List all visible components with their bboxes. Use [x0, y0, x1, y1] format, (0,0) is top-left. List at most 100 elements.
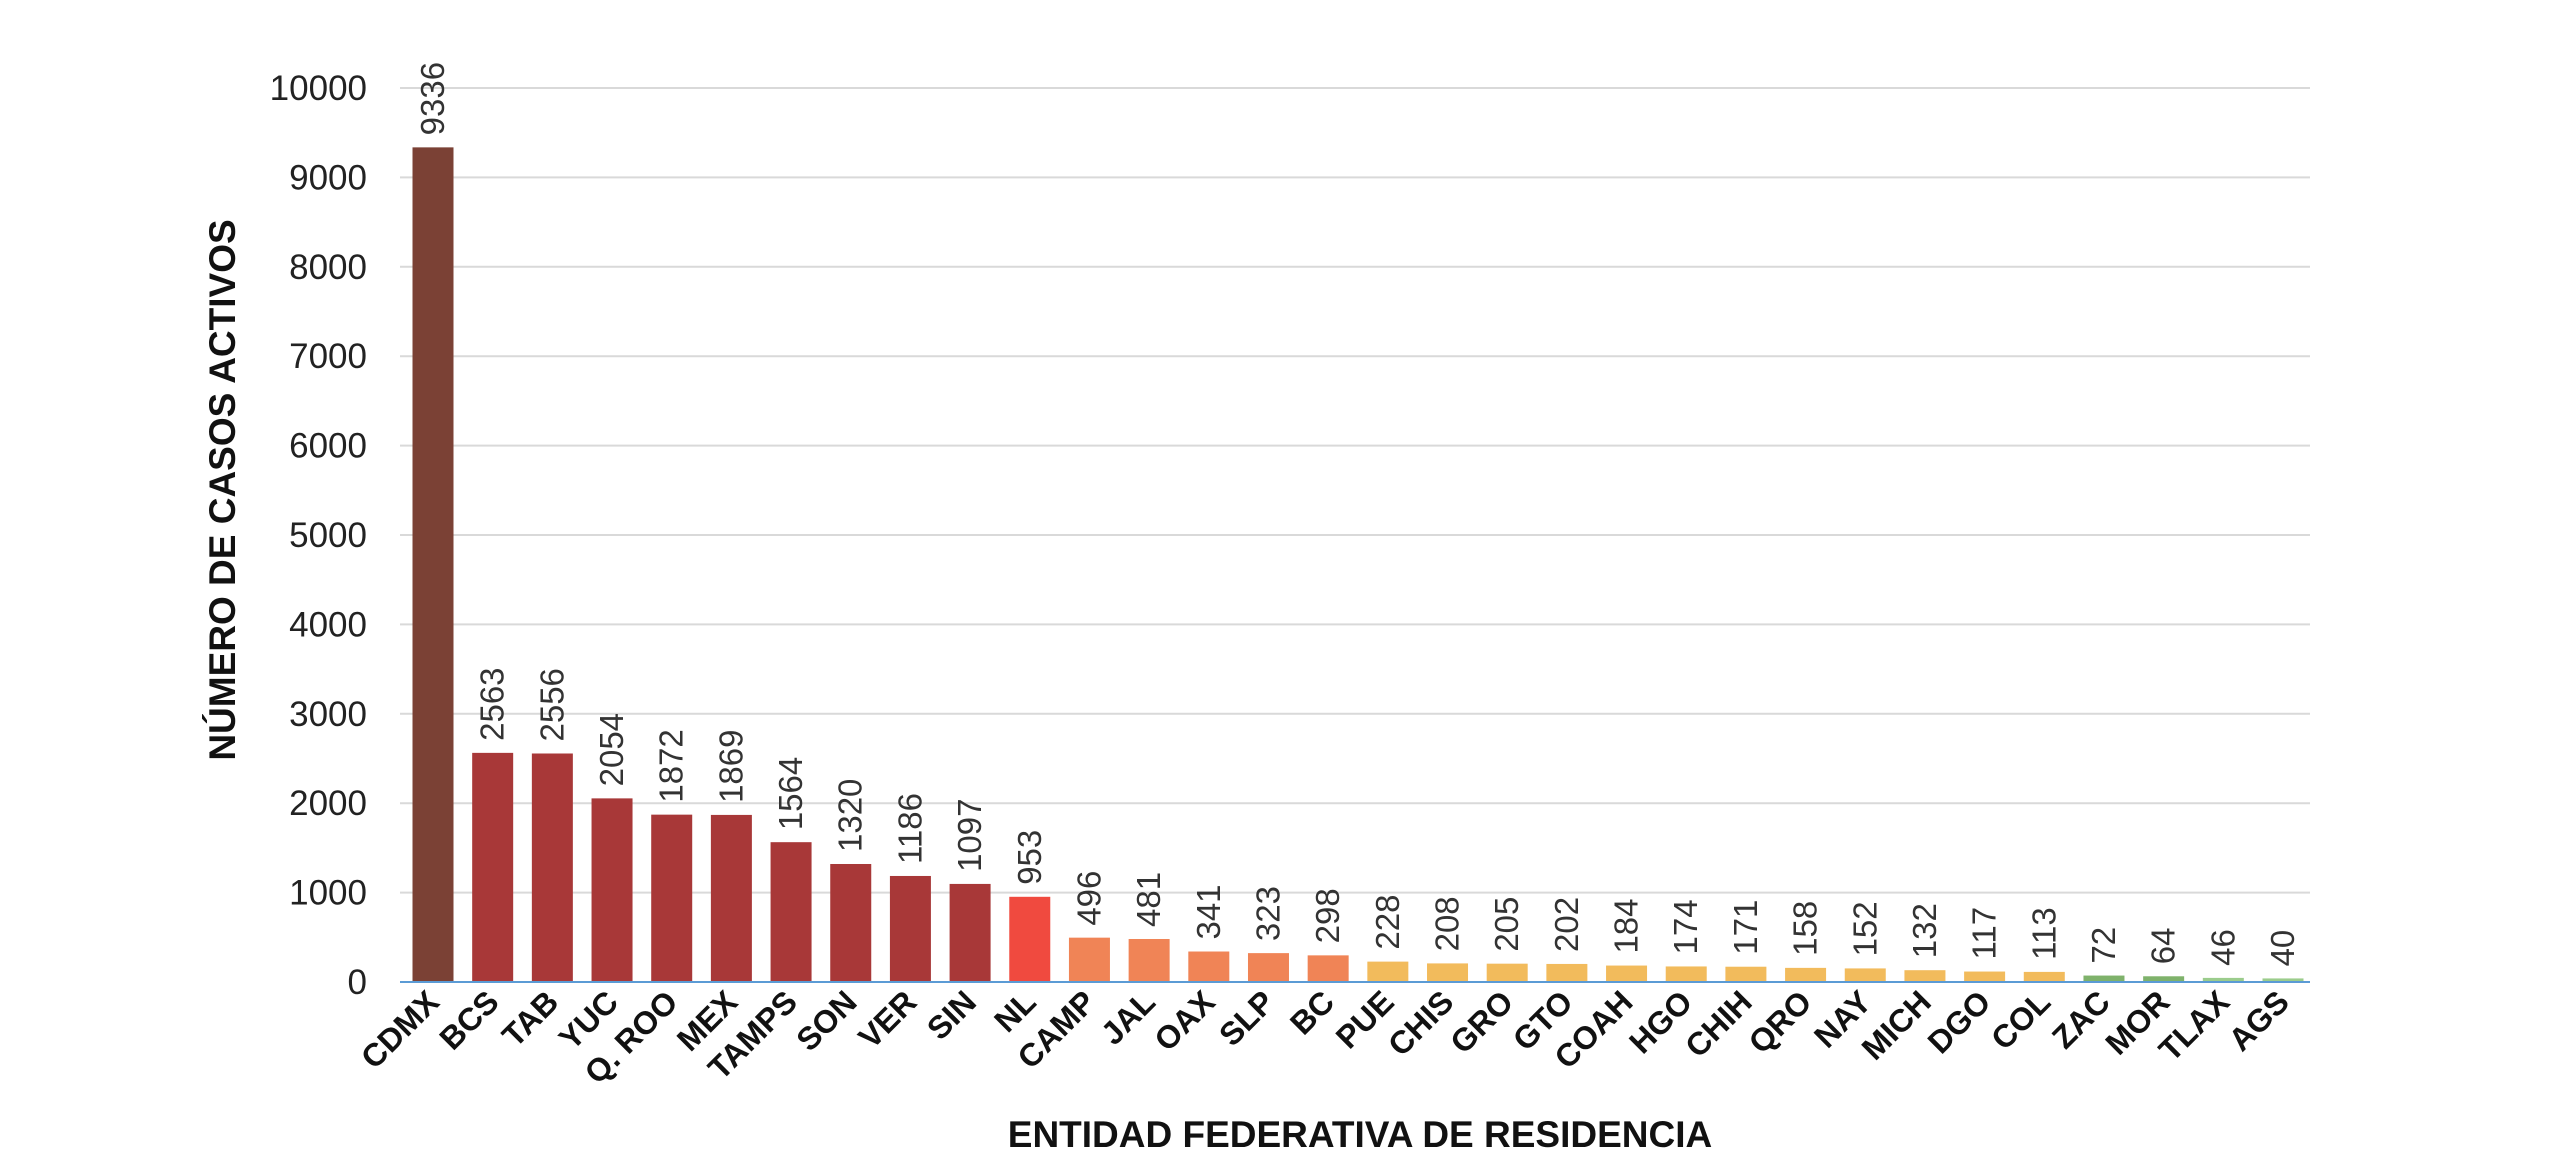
bar [1546, 963, 1588, 982]
data-label: 46 [2204, 929, 2241, 966]
data-label: 205 [1488, 897, 1525, 952]
grid-layer [400, 87, 2310, 894]
data-label: 132 [1906, 903, 1943, 958]
bar [1009, 896, 1051, 982]
bars [412, 147, 2304, 983]
category-label: TAB [495, 983, 565, 1053]
bar [1785, 967, 1827, 982]
bar [1606, 965, 1648, 982]
bar [1068, 937, 1110, 982]
bar [1367, 961, 1409, 982]
category-label: SIN [920, 983, 983, 1046]
bar [412, 147, 454, 983]
y-tick-label: 6000 [289, 427, 367, 466]
data-label: 2563 [474, 667, 511, 740]
bar [1964, 971, 2006, 982]
data-label: 152 [1846, 901, 1883, 956]
data-label: 496 [1070, 871, 1107, 926]
y-axis-ticks: 0 1000 2000 3000 4000 5000 6000 7000 8000 9000 100… [270, 69, 367, 1002]
bar [1844, 968, 1886, 982]
category-label: SON [789, 983, 863, 1057]
y-tick-label: 10000 [270, 69, 367, 108]
bar [1188, 951, 1230, 982]
data-label: 2054 [593, 713, 630, 786]
data-label: 202 [1548, 897, 1585, 952]
bar [472, 752, 514, 982]
bar [651, 814, 693, 982]
data-label: 1564 [772, 757, 809, 830]
data-label: 40 [2264, 930, 2301, 967]
data-label: 341 [1190, 884, 1227, 939]
x-axis-title: ENTIDAD FEDERATIVA DE RESIDENCIA [1008, 1114, 1712, 1155]
data-label: 64 [2145, 928, 2182, 965]
data-label: 1320 [832, 779, 869, 852]
data-label: 171 [1727, 900, 1764, 955]
category-label: VER [851, 983, 923, 1055]
bar [1486, 963, 1528, 982]
data-label: 481 [1130, 872, 1167, 927]
bar [591, 798, 633, 982]
y-tick-label: 9000 [289, 158, 367, 197]
bar [1247, 953, 1289, 982]
y-tick-label: 8000 [289, 248, 367, 287]
bar [770, 842, 812, 982]
y-tick-label: 0 [348, 963, 367, 1002]
data-label: 184 [1608, 898, 1645, 953]
data-label: 208 [1429, 896, 1466, 951]
bar [1427, 963, 1469, 982]
data-label: 113 [2025, 907, 2062, 960]
category-label: SLP [1212, 983, 1281, 1052]
data-label: 323 [1249, 886, 1286, 941]
bar [1128, 938, 1170, 982]
category-label: BCS [432, 983, 505, 1056]
y-tick-label: 5000 [289, 516, 367, 555]
data-label: 72 [2085, 927, 2122, 964]
data-label: 298 [1309, 888, 1346, 943]
bar [710, 814, 752, 982]
data-label: 1097 [951, 799, 988, 872]
category-label: CHIH [1678, 983, 1759, 1064]
data-label: 117 [1966, 907, 2003, 960]
data-label: 953 [1011, 830, 1048, 885]
bar [2262, 978, 2304, 982]
data-label: 2556 [533, 668, 570, 741]
bar [1307, 955, 1349, 982]
data-label: 1186 [891, 793, 928, 864]
bar [1725, 966, 1767, 982]
category-label: CDMX [354, 983, 447, 1076]
bar [1904, 970, 1946, 982]
data-labels: 9336 2563 2556 2054 1872 1869 1564 1320 1186 1097… [414, 62, 2301, 966]
bar [1665, 966, 1707, 982]
bar [2143, 976, 2185, 982]
category-label: COL [1984, 983, 2057, 1056]
category-label: GRO [1443, 983, 1520, 1060]
category-label: DGO [1921, 983, 1998, 1060]
bar [949, 883, 991, 982]
category-label: JAL [1094, 983, 1162, 1051]
bar [2083, 975, 2125, 982]
category-label: QRO [1742, 983, 1819, 1060]
bar [889, 875, 931, 982]
data-label: 158 [1787, 901, 1824, 956]
y-tick-label: 3000 [289, 695, 367, 734]
category-label: AGS [2221, 983, 2295, 1057]
y-tick-label: 1000 [289, 874, 367, 913]
data-label: 174 [1667, 899, 1704, 954]
bar [2202, 977, 2244, 982]
bar [2023, 971, 2065, 982]
bar [531, 753, 573, 982]
category-label: MICH [1855, 983, 1938, 1066]
category-label: TLAX [2152, 983, 2237, 1068]
data-label: 1869 [712, 729, 749, 802]
y-axis-title: NÚMERO DE CASOS ACTIVOS [201, 219, 243, 760]
y-tick-label: 2000 [289, 784, 367, 823]
data-label: 1872 [653, 729, 690, 802]
category-label: CHIS [1381, 983, 1461, 1063]
data-label: 9336 [414, 62, 451, 135]
y-tick-label: 7000 [289, 337, 367, 376]
y-tick-label: 4000 [289, 605, 367, 644]
bar [830, 863, 872, 982]
